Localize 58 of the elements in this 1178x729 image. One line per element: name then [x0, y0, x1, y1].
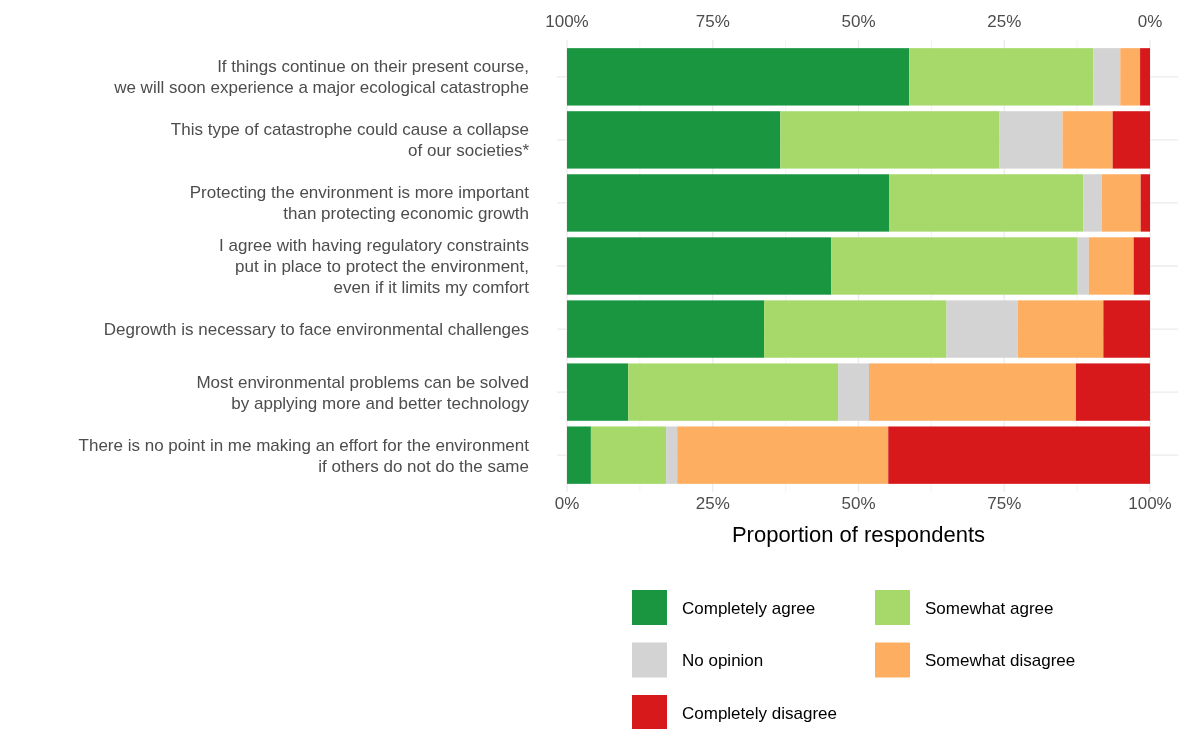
bar: [567, 174, 890, 232]
bar: [1120, 48, 1141, 106]
bar: [946, 300, 1018, 358]
y-tick-label: If things continue on their present course, we will soon experience a major ecological catastrophe: [113, 56, 529, 97]
bar: [567, 237, 832, 295]
bar: [1017, 300, 1104, 358]
bar: [1140, 174, 1150, 232]
bar: [1093, 48, 1121, 106]
x2-tick-label: 0%: [1137, 12, 1163, 31]
x-tick-label: 25%: [695, 494, 730, 513]
bar: [567, 48, 910, 106]
bar: [868, 363, 1076, 421]
x-axis-title: Proportion of respondents: [731, 522, 986, 547]
bar: [1140, 48, 1150, 106]
x-tick-label: 0%: [554, 494, 580, 513]
legend-label: Completely agree: [682, 598, 816, 618]
bar: [999, 111, 1063, 169]
y-tick-label: Degrowth is necessary to face environmental challenges: [103, 319, 529, 339]
x2-tick-label: 50%: [841, 12, 876, 31]
bar: [764, 300, 947, 358]
legend-label: Completely disagree: [682, 703, 837, 723]
x-tick-label: 100%: [1128, 494, 1172, 513]
bar: [909, 48, 1094, 106]
x2-tick-label: 75%: [695, 12, 730, 31]
bar: [1062, 111, 1113, 169]
legend-label: No opinion: [682, 651, 764, 670]
x2-tick-label: 25%: [987, 12, 1022, 31]
bar: [628, 363, 839, 421]
bar: [838, 363, 869, 421]
bar: [1133, 237, 1150, 295]
y-tick-label: Protecting the environment is more important than protecting economic growth: [189, 182, 530, 223]
bar: [780, 111, 1000, 169]
bar: [567, 363, 629, 421]
y-tick-label: This type of catastrophe could cause a collapse of our societies*: [170, 119, 530, 160]
bar: [567, 426, 591, 484]
x-tick-label: 75%: [987, 494, 1022, 513]
bar: [677, 426, 889, 484]
x-tick-label: 50%: [841, 494, 876, 513]
bar: [888, 426, 1150, 484]
legend-label: Somewhat agree: [925, 598, 1054, 618]
bar: [567, 300, 765, 358]
bar: [567, 111, 781, 169]
y-tick-label: Most environmental problems can be solved by applying more and better technology: [196, 372, 530, 413]
legend-label: Somewhat disagree: [925, 651, 1076, 670]
bar: [831, 237, 1078, 295]
bar: [1077, 237, 1089, 295]
y-tick-label: There is no point in me making an effort for the environment if others do not do the same: [78, 435, 530, 476]
bar: [1101, 174, 1141, 232]
bar: [1103, 300, 1150, 358]
bar: [1075, 363, 1150, 421]
bar: [1083, 174, 1102, 232]
y-tick-label: I agree with having regulatory constraints put in place to protect the environment, even if it limits my comfort: [219, 235, 530, 297]
x2-tick-label: 100%: [545, 12, 589, 31]
bar: [889, 174, 1084, 232]
bar: [1088, 237, 1134, 295]
bar: [1112, 111, 1150, 169]
bar: [590, 426, 667, 484]
bar: [666, 426, 678, 484]
